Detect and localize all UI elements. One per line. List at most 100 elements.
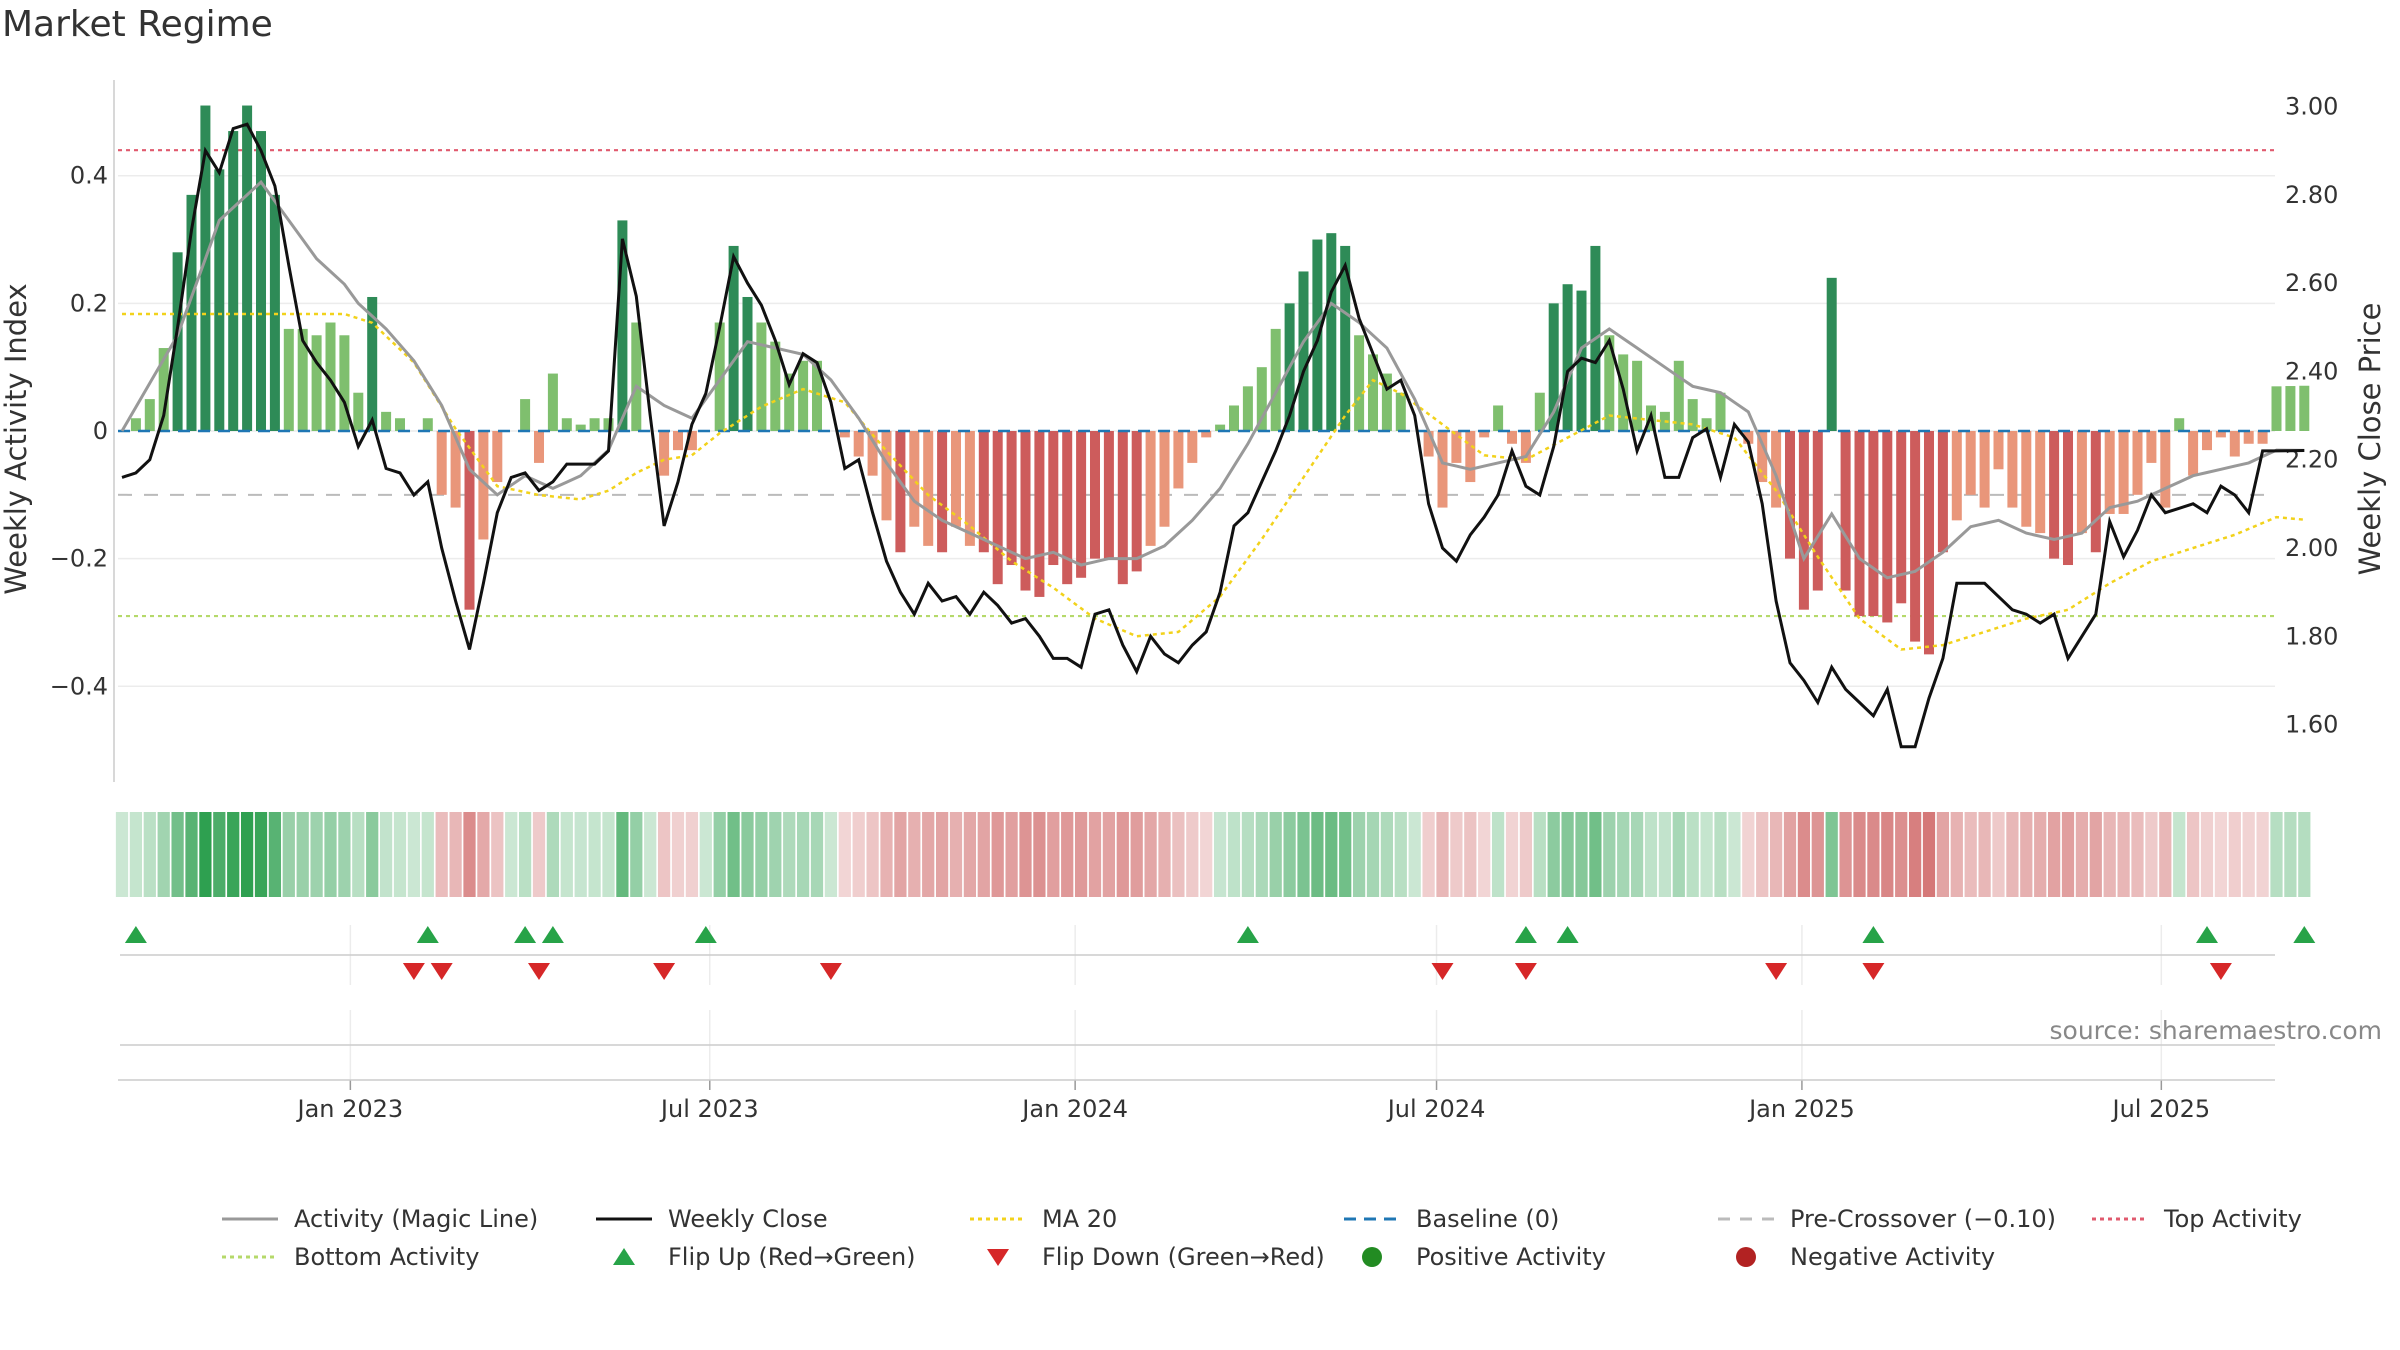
- legend-item: Activity (Magic Line): [220, 1205, 538, 1233]
- heat-cell: [199, 812, 212, 897]
- heat-cell: [1172, 812, 1185, 897]
- legend-label: Activity (Magic Line): [294, 1205, 539, 1233]
- activity-bar: [1798, 431, 1809, 610]
- heat-cell: [115, 812, 129, 897]
- activity-bar: [798, 360, 809, 431]
- heat-cell: [2006, 812, 2019, 897]
- heat-cell: [1227, 812, 1241, 897]
- heat-cell: [1992, 812, 2005, 897]
- activity-bar: [672, 431, 684, 451]
- heat-cell: [588, 812, 601, 897]
- activity-bar: [492, 431, 503, 483]
- flip-up-marker: [1862, 926, 1885, 943]
- activity-bar: [2090, 431, 2101, 553]
- activity-bar: [200, 105, 211, 431]
- legend-item: Top Activity: [2090, 1205, 2302, 1233]
- activity-bar: [1034, 431, 1045, 597]
- heat-cell: [727, 812, 740, 897]
- heat-cell: [852, 812, 865, 897]
- heat-cell: [546, 812, 560, 897]
- activity-bar: [2229, 431, 2240, 457]
- heat-cell: [2061, 812, 2075, 897]
- flip-down-marker: [402, 963, 425, 980]
- heat-cell: [366, 812, 379, 897]
- heat-cell: [324, 812, 337, 897]
- heat-cell: [1478, 812, 1491, 897]
- heat-cell: [2047, 812, 2061, 897]
- heat-cell: [2117, 812, 2130, 897]
- heat-cell: [393, 812, 407, 897]
- heat-cell: [1352, 812, 1366, 897]
- activity-bar: [1340, 245, 1351, 431]
- heat-cell: [574, 812, 587, 897]
- activity-bar: [520, 399, 531, 431]
- heat-cell: [449, 812, 462, 897]
- heat-cell: [922, 812, 935, 897]
- heat-cell: [894, 812, 907, 897]
- legend-swatch: [1718, 1217, 1774, 1221]
- activity-bar: [214, 169, 225, 431]
- flip-up-marker: [2196, 926, 2218, 943]
- activity-bar: [1089, 431, 1101, 559]
- activity-bar: [1201, 431, 1212, 438]
- legend-swatch: [970, 1217, 1026, 1221]
- activity-bar: [950, 431, 962, 527]
- ma20-line: [122, 312, 2305, 651]
- activity-bar: [339, 335, 350, 431]
- activity-bar: [742, 296, 753, 431]
- activity-bar: [1159, 431, 1170, 527]
- heat-cell: [2298, 812, 2311, 897]
- activity-bar: [964, 431, 975, 546]
- activity-bar: [756, 322, 767, 431]
- activity-bar: [1520, 431, 1531, 463]
- y-tick-label: −0.2: [50, 545, 108, 573]
- activity-bar: [937, 431, 948, 553]
- source-note: source: sharemaestro.com: [2049, 1016, 2383, 1045]
- activity-bar: [1979, 431, 1990, 508]
- heat-cell: [1908, 812, 1922, 897]
- flip-up-marker: [541, 926, 564, 943]
- heat-cell: [1102, 812, 1116, 897]
- legend-item: Baseline (0): [1342, 1205, 1559, 1233]
- heat-cell: [352, 812, 365, 897]
- activity-bar: [2257, 431, 2268, 444]
- legend-item: Negative Activity: [1716, 1243, 1995, 1271]
- legend: Activity (Magic Line) Weekly Close MA 20 Ba…: [0, 1205, 2400, 1285]
- heat-cell: [1408, 812, 1421, 897]
- heat-cell: [518, 812, 532, 897]
- activity-bar: [1020, 431, 1031, 591]
- y-tick-label: −0.4: [50, 672, 108, 700]
- heat-cell: [1422, 812, 1435, 897]
- legend-marker: [613, 1248, 635, 1265]
- activity-bar: [561, 418, 572, 431]
- y-axis-title: Weekly Activity Index: [0, 283, 33, 594]
- activity-bar: [1757, 431, 1768, 483]
- heat-cell: [1047, 812, 1060, 897]
- heat-cell: [880, 812, 893, 897]
- activity-bar: [1298, 271, 1309, 431]
- y-tick-label: 0: [93, 417, 108, 445]
- heat-cell: [2284, 812, 2297, 897]
- activity-bar: [853, 431, 864, 457]
- heat-cell: [2242, 812, 2255, 897]
- flip-down-marker: [430, 963, 453, 980]
- heat-cell: [1255, 812, 1268, 897]
- heat-cell: [1867, 812, 1880, 897]
- legend-label: Negative Activity: [1790, 1243, 1996, 1271]
- heat-cell: [699, 812, 712, 897]
- activity-bar: [2146, 431, 2157, 463]
- flip-down-marker: [1862, 963, 1885, 980]
- activity-bar: [1479, 431, 1490, 438]
- activity-bar: [1784, 431, 1796, 559]
- activity-bar: [1451, 431, 1462, 463]
- heat-cell: [1853, 812, 1866, 897]
- activity-bar: [311, 335, 322, 431]
- activity-bar: [1562, 284, 1573, 431]
- activity-bar: [381, 411, 392, 431]
- activity-bar: [144, 399, 155, 431]
- heat-cell: [463, 812, 476, 897]
- flip-down-marker: [1431, 963, 1454, 980]
- activity-bar: [1506, 431, 1518, 444]
- activity-bar: [631, 322, 642, 431]
